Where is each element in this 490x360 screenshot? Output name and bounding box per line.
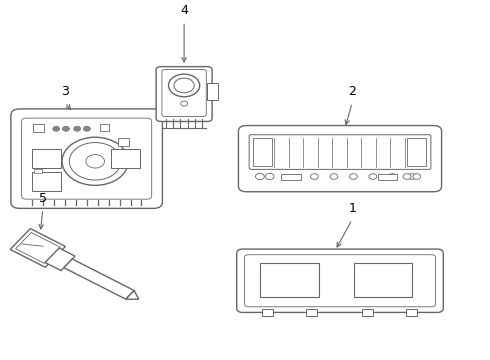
FancyBboxPatch shape [237,249,443,312]
Text: 4: 4 [180,4,188,17]
Bar [378,174,397,180]
Bar [64,259,134,299]
Bar [354,263,412,297]
FancyBboxPatch shape [245,255,436,307]
FancyBboxPatch shape [11,109,162,208]
Bar [34,169,42,173]
Circle shape [70,143,121,180]
Circle shape [389,174,396,179]
Bar [32,172,61,192]
Circle shape [255,173,264,180]
Bar [118,138,129,146]
Circle shape [349,174,357,179]
Bar [260,263,318,297]
Circle shape [83,126,90,131]
FancyBboxPatch shape [239,126,441,192]
Bar [111,149,140,168]
Circle shape [169,74,200,97]
FancyBboxPatch shape [22,118,152,199]
Circle shape [330,174,338,179]
FancyBboxPatch shape [162,69,206,117]
Bar [306,309,317,316]
Bar [281,174,301,180]
Text: 5: 5 [39,192,47,204]
Bar [32,149,61,168]
Bar [253,138,271,166]
Bar [362,309,373,316]
Bar [407,138,425,166]
Polygon shape [126,291,139,299]
Circle shape [311,174,319,179]
Circle shape [63,126,70,131]
FancyBboxPatch shape [156,67,212,121]
Circle shape [86,154,104,168]
Bar [207,83,218,100]
Circle shape [53,126,60,131]
Circle shape [174,78,194,93]
Circle shape [181,101,188,106]
Bar [100,125,109,131]
Text: 2: 2 [348,85,356,99]
Circle shape [403,174,411,179]
Bar [16,233,60,264]
Bar [10,229,66,267]
FancyBboxPatch shape [249,135,431,170]
Bar [33,124,44,131]
Circle shape [413,174,420,179]
Circle shape [265,173,274,180]
Circle shape [62,137,128,185]
Bar [45,248,75,271]
Bar [262,309,273,316]
Circle shape [74,126,80,131]
Text: 1: 1 [348,202,356,215]
Circle shape [408,174,416,179]
Circle shape [369,174,377,179]
Text: 3: 3 [61,85,69,99]
Bar [406,309,416,316]
